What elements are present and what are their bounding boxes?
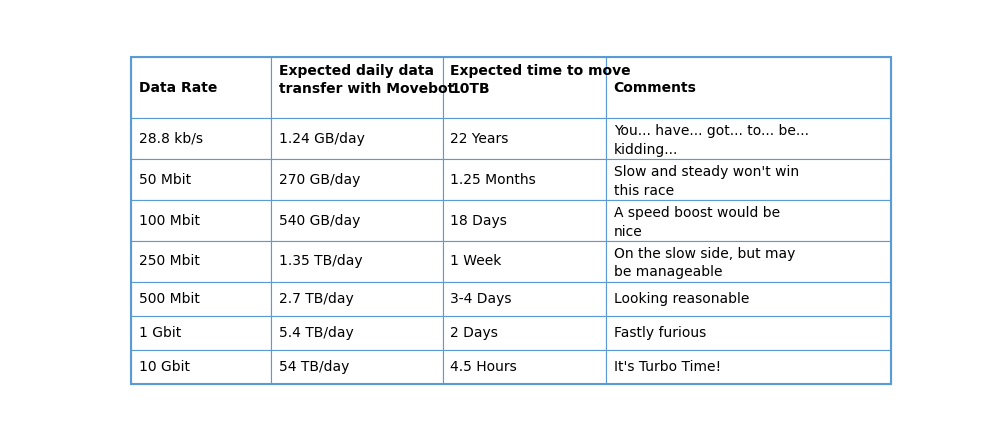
Text: Data Rate: Data Rate (139, 81, 217, 95)
Text: Looking reasonable: Looking reasonable (614, 292, 749, 306)
Bar (271, 350, 443, 384)
Bar (606, 316, 891, 350)
Text: 250 Mbit: 250 Mbit (139, 254, 199, 268)
Text: 1 Gbit: 1 Gbit (139, 326, 180, 340)
Text: 18 Days: 18 Days (451, 214, 507, 228)
Text: 2 Days: 2 Days (451, 326, 498, 340)
Text: 1 Week: 1 Week (451, 254, 501, 268)
Bar (443, 118, 606, 159)
Text: 10 Gbit: 10 Gbit (139, 360, 189, 374)
Text: 1.24 GB/day: 1.24 GB/day (279, 132, 365, 146)
Bar (443, 241, 606, 282)
Text: It's Turbo Time!: It's Turbo Time! (614, 360, 721, 374)
Bar (443, 200, 606, 241)
Text: 5.4 TB/day: 5.4 TB/day (279, 326, 354, 340)
Text: 270 GB/day: 270 GB/day (279, 173, 361, 187)
Bar (443, 58, 606, 118)
Bar (131, 159, 271, 200)
Bar (606, 350, 891, 384)
Bar (131, 118, 271, 159)
Bar (606, 118, 891, 159)
Bar (131, 316, 271, 350)
Text: 22 Years: 22 Years (451, 132, 508, 146)
Text: 54 TB/day: 54 TB/day (279, 360, 350, 374)
Text: 1.25 Months: 1.25 Months (451, 173, 536, 187)
Text: 4.5 Hours: 4.5 Hours (451, 360, 517, 374)
Text: Slow and steady won't win
this race: Slow and steady won't win this race (614, 165, 799, 198)
Bar (131, 58, 271, 118)
Bar (131, 200, 271, 241)
Text: 100 Mbit: 100 Mbit (139, 214, 199, 228)
Bar (606, 241, 891, 282)
Text: You... have... got... to... be...
kidding...: You... have... got... to... be... kiddin… (614, 124, 809, 156)
Text: 2.7 TB/day: 2.7 TB/day (279, 292, 354, 306)
Text: A speed boost would be
nice: A speed boost would be nice (614, 206, 780, 239)
Text: 500 Mbit: 500 Mbit (139, 292, 199, 306)
Text: 1.35 TB/day: 1.35 TB/day (279, 254, 363, 268)
Text: Comments: Comments (614, 81, 697, 95)
Bar (606, 58, 891, 118)
Text: Expected time to move
10TB: Expected time to move 10TB (451, 63, 631, 96)
Bar (131, 282, 271, 316)
Bar (271, 200, 443, 241)
Bar (271, 316, 443, 350)
Bar (131, 350, 271, 384)
Bar (271, 159, 443, 200)
Bar (131, 241, 271, 282)
Bar (271, 282, 443, 316)
Bar (606, 282, 891, 316)
Text: Fastly furious: Fastly furious (614, 326, 706, 340)
Bar (271, 58, 443, 118)
Bar (443, 159, 606, 200)
Bar (443, 350, 606, 384)
Bar (606, 200, 891, 241)
Text: 3-4 Days: 3-4 Days (451, 292, 511, 306)
Text: On the slow side, but may
be manageable: On the slow side, but may be manageable (614, 247, 795, 279)
Bar (271, 241, 443, 282)
Bar (443, 316, 606, 350)
Bar (271, 118, 443, 159)
Text: Expected daily data
transfer with Movebot: Expected daily data transfer with Movebo… (279, 63, 455, 96)
Bar (443, 282, 606, 316)
Bar (606, 159, 891, 200)
Text: 28.8 kb/s: 28.8 kb/s (139, 132, 202, 146)
Text: 540 GB/day: 540 GB/day (279, 214, 361, 228)
Text: 50 Mbit: 50 Mbit (139, 173, 190, 187)
